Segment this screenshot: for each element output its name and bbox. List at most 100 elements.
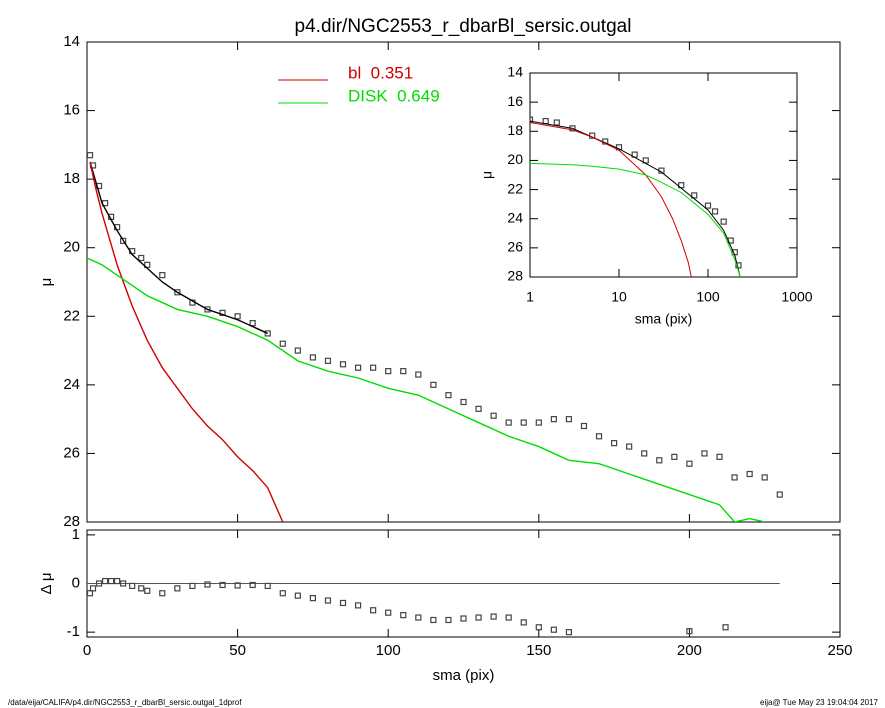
y-tick-label: 16 [507, 93, 523, 109]
data-point [87, 590, 94, 597]
y-tick-label: 28 [63, 513, 80, 530]
data-point [294, 347, 301, 354]
y-tick-label: 16 [63, 102, 80, 119]
data-point [89, 585, 97, 592]
y-tick-label: 22 [507, 180, 523, 196]
data-point [746, 470, 753, 478]
data-point [144, 587, 151, 594]
data-point [505, 614, 512, 621]
data-point [686, 628, 693, 635]
data-point [264, 582, 271, 590]
y-tick-label: 0 [72, 574, 80, 591]
data-point [626, 443, 633, 450]
y-tick-label: 14 [63, 33, 80, 50]
data-point [445, 392, 452, 399]
x-tick-label: 100 [696, 289, 720, 305]
data-point [249, 581, 256, 589]
data-point [95, 580, 103, 587]
data-point [565, 629, 573, 636]
chart-title: p4.dir/NGC2553_r_dbarBl_sersic.outgal [295, 16, 632, 37]
y-tick-label: 24 [63, 376, 80, 393]
model-line [530, 120, 741, 277]
y-tick-label: 1 [72, 526, 80, 543]
y-axis-label: μ [479, 171, 495, 179]
data-point [249, 320, 256, 327]
data-point [114, 577, 121, 585]
data-point [204, 306, 211, 313]
y-tick-label: 14 [507, 64, 523, 80]
data-point [219, 309, 226, 316]
data-point [580, 422, 588, 430]
data-point [490, 613, 497, 620]
data-point [550, 416, 557, 423]
data-point [565, 416, 573, 423]
data-point [279, 590, 286, 597]
y-tick-label: 24 [507, 209, 523, 225]
data-point [550, 626, 557, 633]
data-point [385, 609, 392, 616]
data-point [761, 474, 768, 481]
plot-area [87, 577, 729, 636]
data-point [735, 262, 742, 269]
footer-stamp: eija@ Tue May 23 19:04:04 2017 [760, 698, 879, 707]
legend-label: bl 0.351 [348, 63, 413, 82]
data-point [234, 313, 241, 320]
data-point [686, 460, 693, 467]
model-line [89, 161, 284, 522]
x-tick-label: 250 [827, 642, 852, 659]
x-tick-label: 200 [677, 642, 702, 659]
data-point [445, 616, 452, 624]
data-point [264, 330, 271, 337]
data-point [731, 474, 738, 481]
x-tick-label: 10 [611, 289, 627, 305]
data-point [535, 419, 542, 426]
data-point [490, 412, 497, 419]
data-point [370, 607, 377, 614]
data-point [234, 582, 241, 589]
y-tick-label: 18 [63, 170, 80, 187]
data-point [716, 453, 723, 460]
y-tick-label: 26 [63, 444, 80, 461]
data-point [460, 615, 467, 622]
y-tick-label: 28 [507, 268, 523, 284]
data-point [279, 340, 286, 347]
data-point [101, 577, 109, 585]
data-point [400, 368, 407, 375]
data-point [204, 581, 211, 588]
y-tick-label: 18 [507, 122, 523, 138]
y-tick-label: 20 [507, 151, 523, 167]
data-point [671, 453, 678, 460]
data-point [138, 254, 145, 262]
y-axis-label: μ [38, 278, 55, 287]
data-point [656, 457, 663, 464]
data-point [385, 368, 392, 375]
data-point [720, 218, 727, 225]
data-point [339, 361, 347, 368]
data-point [553, 119, 560, 126]
data-point [610, 440, 618, 447]
plot-area [87, 152, 783, 522]
data-point [159, 590, 166, 597]
data-point [309, 354, 316, 361]
y-tick-label: 22 [63, 307, 80, 324]
model-line [87, 257, 765, 522]
data-point [641, 450, 648, 457]
data-point [354, 364, 362, 371]
data-point [475, 614, 482, 621]
data-point [430, 616, 437, 624]
data-point [520, 619, 527, 626]
data-point [542, 117, 549, 125]
x-tick-label: 100 [376, 642, 401, 659]
data-point [174, 289, 181, 296]
model-line [530, 122, 692, 277]
x-tick-label: 50 [229, 642, 246, 659]
y-tick-label: -1 [67, 623, 80, 640]
data-point [370, 364, 377, 371]
x-tick-label: 1000 [781, 289, 812, 305]
data-point [460, 398, 467, 406]
data-point [430, 381, 437, 388]
x-axis-label: sma (pix) [635, 311, 693, 327]
data-point [505, 419, 512, 426]
data-point [120, 237, 127, 244]
x-tick-label: 0 [83, 642, 91, 659]
